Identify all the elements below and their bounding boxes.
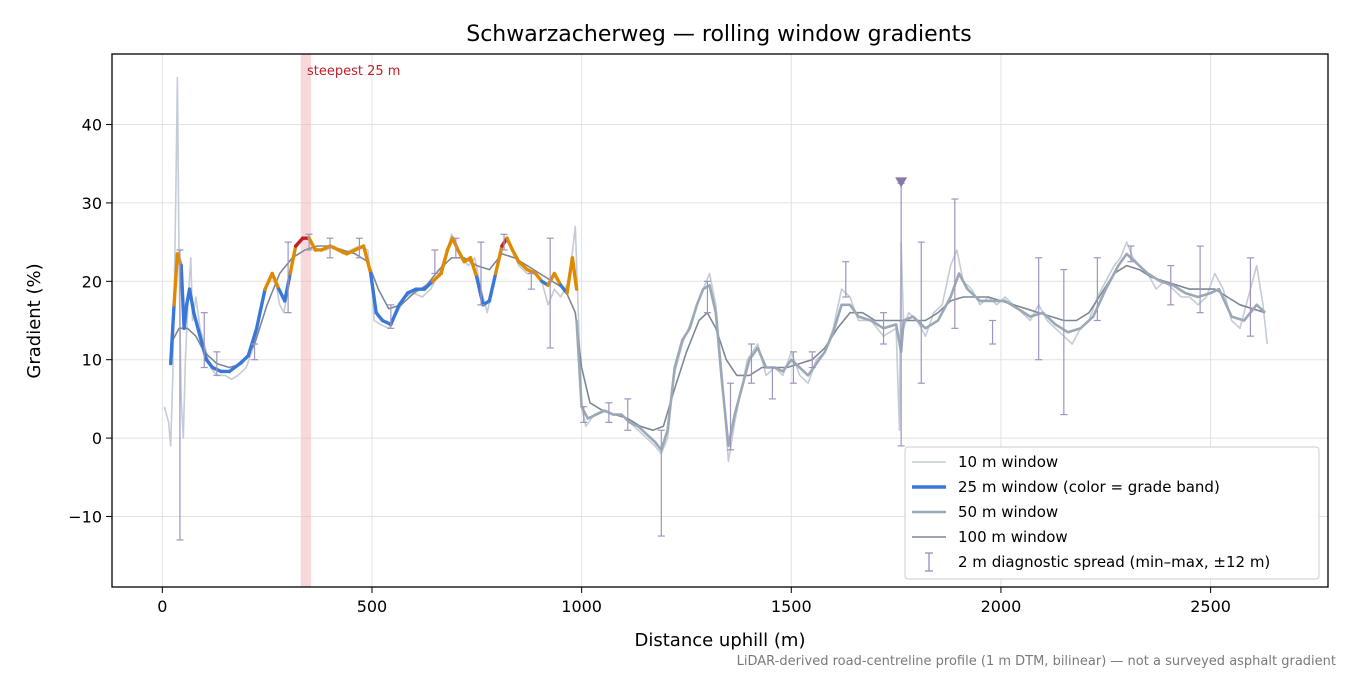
spread-layer <box>176 182 1254 541</box>
legend-entries: 10 m window 25 m window (color = grade ba… <box>912 453 1270 572</box>
legend-label: 100 m window <box>958 528 1068 546</box>
y-tick-label: 30 <box>82 194 102 213</box>
x-tick-label: 1500 <box>771 597 812 616</box>
series-25m-segment <box>369 271 378 315</box>
series-25m-segment <box>510 248 521 264</box>
marker-layer <box>895 177 908 188</box>
highlight-band-layer <box>300 54 312 587</box>
x-tick-label: 0 <box>157 597 167 616</box>
series-25m-segment <box>505 236 515 252</box>
series-25m-segment <box>283 271 292 303</box>
x-tick-label: 1000 <box>561 597 602 616</box>
legend-label: 50 m window <box>958 503 1058 521</box>
series-25m-segment <box>288 244 298 276</box>
series-25m-segment <box>361 244 373 276</box>
y-tick-label: 10 <box>82 351 102 370</box>
y-axis-label: Gradient (%) <box>24 263 45 378</box>
y-tick-label: 0 <box>92 429 102 448</box>
legend-label: 25 m window (color = grade band) <box>958 478 1220 496</box>
series-25m-segment <box>389 303 401 327</box>
series-25m-segment <box>227 361 242 374</box>
series-25m-segment <box>397 291 410 307</box>
series-25m-segment <box>238 354 250 366</box>
series-25m-segment <box>552 271 563 287</box>
series-25m-segment <box>431 271 443 284</box>
series-25m-segment <box>422 279 435 291</box>
series-25m-segment <box>263 271 274 291</box>
y-tick-label: 40 <box>82 116 102 135</box>
series-25m-segment <box>270 271 281 291</box>
x-tick-label: 2500 <box>1190 597 1231 616</box>
series-25m-segment <box>182 303 189 331</box>
legend-label: 2 m diagnostic spread (min–max, ±12 m) <box>958 553 1270 571</box>
series-25m-segment <box>198 334 209 362</box>
legend-box <box>904 446 1320 580</box>
series-25m-segment <box>172 252 180 307</box>
series-line-2 <box>575 252 1266 452</box>
series-25m-segment <box>439 248 450 276</box>
series-25m-segment <box>475 275 485 307</box>
legend: 10 m window 25 m window (color = grade ba… <box>904 446 1320 580</box>
series-25m-segment <box>246 326 259 358</box>
series-line-3 <box>169 245 1266 432</box>
series-25m-segment <box>546 271 557 287</box>
x-axis-ticks: 0 500 1000 1500 2000 2500 <box>157 587 1231 616</box>
series-25m-segment <box>187 287 196 315</box>
series-25m-segment <box>293 236 305 248</box>
series-25m-segment <box>456 248 466 264</box>
x-tick-label: 500 <box>357 597 388 616</box>
series-25m-segment <box>517 260 529 272</box>
series-layer <box>163 76 1268 463</box>
series-25m-segment <box>307 236 318 252</box>
series-25m-segment <box>493 244 504 276</box>
series-25m-segment <box>175 252 183 268</box>
series-25m-segment <box>487 271 498 303</box>
chart-title: Schwarzacherweg — rolling window gradien… <box>466 22 972 47</box>
series-25m-segment <box>450 236 460 252</box>
plot-frame <box>111 53 1329 588</box>
source-caption: LiDAR-derived road-centreline profile (1… <box>737 654 1336 669</box>
series-25m-segment <box>570 256 579 291</box>
y-tick-label: 20 <box>82 272 102 291</box>
series-25m-segment <box>192 310 202 338</box>
y-tick-label: −10 <box>68 507 102 526</box>
steepest-segment-label: steepest 25 m <box>307 64 400 79</box>
series-25m-segment <box>468 256 479 280</box>
steepest-segment-band <box>300 54 312 587</box>
series-line-0 <box>163 76 1268 463</box>
max-spread-marker <box>895 177 908 188</box>
legend-label: 10 m window <box>958 453 1058 471</box>
y-axis-ticks: −10 0 10 20 30 40 <box>68 116 112 526</box>
x-tick-label: 2000 <box>981 597 1022 616</box>
x-axis-label: Distance uphill (m) <box>635 630 806 651</box>
series-25m-segment <box>254 287 267 331</box>
series-25m-segment <box>169 303 176 366</box>
